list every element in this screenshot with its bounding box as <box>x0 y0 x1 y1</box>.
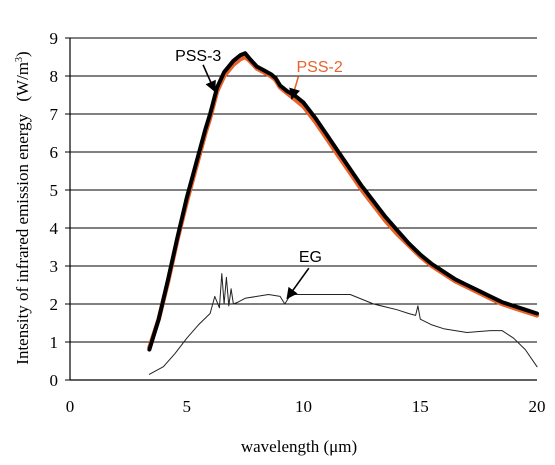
axes <box>65 37 537 381</box>
annotation-arrow-pss-3 <box>202 64 216 93</box>
gridlines <box>70 37 537 343</box>
x-axis-title: wavelength (μm) <box>241 437 357 456</box>
x-tick-label-15: 15 <box>412 397 429 416</box>
y-tick-label-3: 3 <box>50 257 59 276</box>
y-axis-title: Intensity of infrared emission energy (W… <box>13 51 32 364</box>
y-axis-title-unit: (W/m <box>13 62 32 102</box>
x-tick-label-0: 0 <box>66 397 75 416</box>
y-tick-label-1: 1 <box>50 333 59 352</box>
annotations: PSS-3 PSS-2 EG <box>175 48 343 300</box>
y-tick-label-6: 6 <box>50 143 59 162</box>
y-tick-label-8: 8 <box>50 67 59 86</box>
series-line-eg <box>148 273 538 375</box>
annotation-label-pss-2: PSS-2 <box>296 59 342 76</box>
annotation-arrow-pss-2 <box>289 75 301 100</box>
series-lines <box>147 51 540 375</box>
y-tick-label-9: 9 <box>50 29 59 48</box>
y-tick-label-2: 2 <box>50 295 59 314</box>
annotation-arrow-eg <box>286 267 310 300</box>
y-axis-title-unit-close: ) <box>13 51 32 57</box>
x-tick-label-20: 20 <box>529 397 546 416</box>
series-line-pss-3 <box>147 51 539 352</box>
tick-labels: 0 1 2 3 4 5 6 7 8 9 0 5 10 15 20 <box>50 29 546 416</box>
annotation-label-eg: EG <box>299 249 322 266</box>
y-tick-label-7: 7 <box>50 105 59 124</box>
y-axis-title-text: Intensity of infrared emission energy <box>13 113 32 364</box>
y-tick-label-5: 5 <box>50 181 59 200</box>
y-tick-label-4: 4 <box>50 219 59 238</box>
y-axis-title-unit-sup: 3 <box>14 57 25 62</box>
y-tick-label-0: 0 <box>50 371 59 390</box>
x-tick-label-10: 10 <box>295 397 312 416</box>
annotation-label-pss-3: PSS-3 <box>175 48 221 65</box>
x-tick-label-5: 5 <box>183 397 192 416</box>
